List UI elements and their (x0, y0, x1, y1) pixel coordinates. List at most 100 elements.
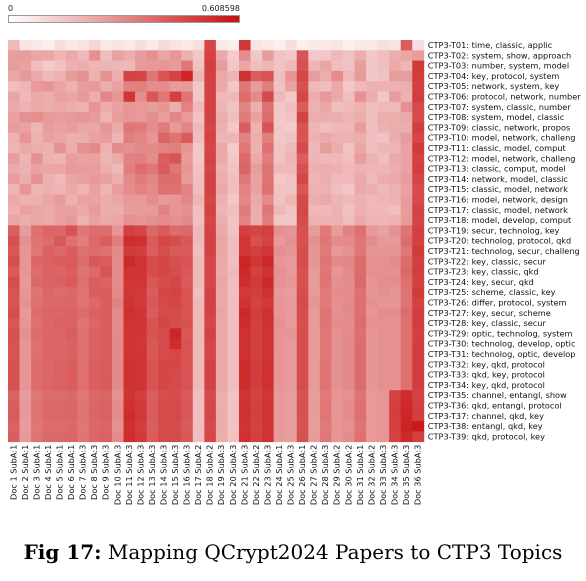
heatmap-cell (8, 81, 20, 92)
heatmap-cell (158, 421, 171, 432)
heatmap-cell (65, 235, 78, 247)
heatmap-cell (250, 122, 263, 134)
heatmap-cell (146, 101, 159, 113)
row-label: CTP3-T24: key, secur, qkd (428, 277, 534, 287)
heatmap-cell (8, 132, 20, 144)
heatmap-cell (158, 132, 171, 144)
heatmap-cell (88, 101, 101, 113)
heatmap-cell (31, 225, 44, 237)
heatmap-cell (262, 153, 275, 164)
heatmap-cell (400, 390, 413, 401)
heatmap-cell (331, 359, 344, 370)
heatmap-cell (319, 132, 332, 144)
heatmap-cell (273, 81, 286, 92)
heatmap-cell (377, 70, 390, 82)
heatmap-cell (204, 349, 217, 360)
heatmap-cell (215, 70, 228, 82)
heatmap-cell (77, 369, 90, 381)
heatmap-cell (412, 81, 425, 92)
heatmap-cell (239, 410, 251, 422)
heatmap-cell (100, 287, 113, 298)
heatmap-cell (31, 338, 44, 350)
heatmap-cell (135, 215, 147, 226)
heatmap-cell (181, 246, 194, 257)
heatmap-cell (181, 173, 194, 185)
heatmap-cell (192, 276, 205, 288)
heatmap-cell (169, 297, 182, 309)
heatmap-cell (169, 287, 182, 298)
heatmap-cell (65, 287, 78, 298)
heatmap-cell (42, 194, 55, 206)
heatmap-cell (412, 400, 425, 412)
heatmap-cell (88, 225, 101, 237)
heatmap-cell (342, 204, 355, 216)
heatmap-cell (204, 184, 217, 195)
heatmap-cell (77, 246, 90, 257)
heatmap-cell (215, 349, 228, 360)
heatmap-cell (111, 70, 124, 82)
heatmap-cell (412, 349, 425, 360)
heatmap-cell (123, 143, 136, 154)
caption-prefix: Fig 17: (23, 540, 102, 564)
heatmap-cell (88, 410, 101, 422)
heatmap-cell (342, 101, 355, 113)
heatmap-cell (77, 266, 90, 278)
heatmap-cell (331, 369, 344, 381)
heatmap-cell (204, 256, 217, 267)
heatmap-cell (262, 266, 275, 278)
heatmap-cell (77, 194, 90, 206)
heatmap-cell (308, 173, 321, 185)
heatmap-cell (135, 297, 147, 309)
heatmap-cell (65, 431, 78, 443)
heatmap-cell (273, 421, 286, 432)
heatmap-cell (19, 132, 32, 144)
heatmap-cell (366, 225, 378, 237)
heatmap-cell (250, 40, 263, 51)
heatmap-cell (308, 204, 321, 216)
heatmap-cell (31, 153, 44, 164)
heatmap-cell (273, 349, 286, 360)
heatmap-cell (65, 112, 78, 123)
heatmap-cell (65, 184, 78, 195)
heatmap-cell (204, 122, 217, 134)
heatmap-cell (123, 194, 136, 206)
heatmap-cell (19, 153, 32, 164)
heatmap-cell (123, 246, 136, 257)
heatmap-cell (239, 287, 251, 298)
heatmap-cell (342, 256, 355, 267)
heatmap-cell (54, 235, 67, 247)
heatmap-cell (331, 81, 344, 92)
heatmap-cell (100, 70, 113, 82)
heatmap-cell (354, 246, 367, 257)
heatmap-cell (146, 390, 159, 401)
heatmap-cell (354, 235, 367, 247)
heatmap-cell (273, 297, 286, 309)
heatmap-cell (100, 112, 113, 123)
heatmap-cell (111, 359, 124, 370)
heatmap-cell (54, 60, 67, 72)
heatmap-cell (308, 215, 321, 226)
row-label: CTP3-T26: differ, protocol, system (428, 298, 567, 308)
heatmap-cell (400, 235, 413, 247)
heatmap-cell (227, 40, 240, 51)
heatmap-cell (250, 421, 263, 432)
heatmap-cell (192, 40, 205, 51)
heatmap-cell (400, 163, 413, 175)
heatmap-cell (239, 276, 251, 288)
heatmap-cell (204, 338, 217, 350)
heatmap-cell (389, 246, 402, 257)
heatmap-cell (181, 287, 194, 298)
heatmap-cell (215, 400, 228, 412)
heatmap-cell (158, 328, 171, 340)
heatmap-cell (54, 194, 67, 206)
heatmap-cell (239, 431, 251, 443)
heatmap-cell (158, 256, 171, 267)
heatmap-cell (285, 235, 298, 247)
heatmap-cell (412, 225, 425, 237)
column-label: Doc 21 SubA:3 (239, 445, 249, 505)
heatmap-cell (19, 112, 32, 123)
heatmap-cell (31, 204, 44, 216)
heatmap-cell (308, 287, 321, 298)
heatmap-cell (273, 194, 286, 206)
heatmap-cell (135, 421, 147, 432)
